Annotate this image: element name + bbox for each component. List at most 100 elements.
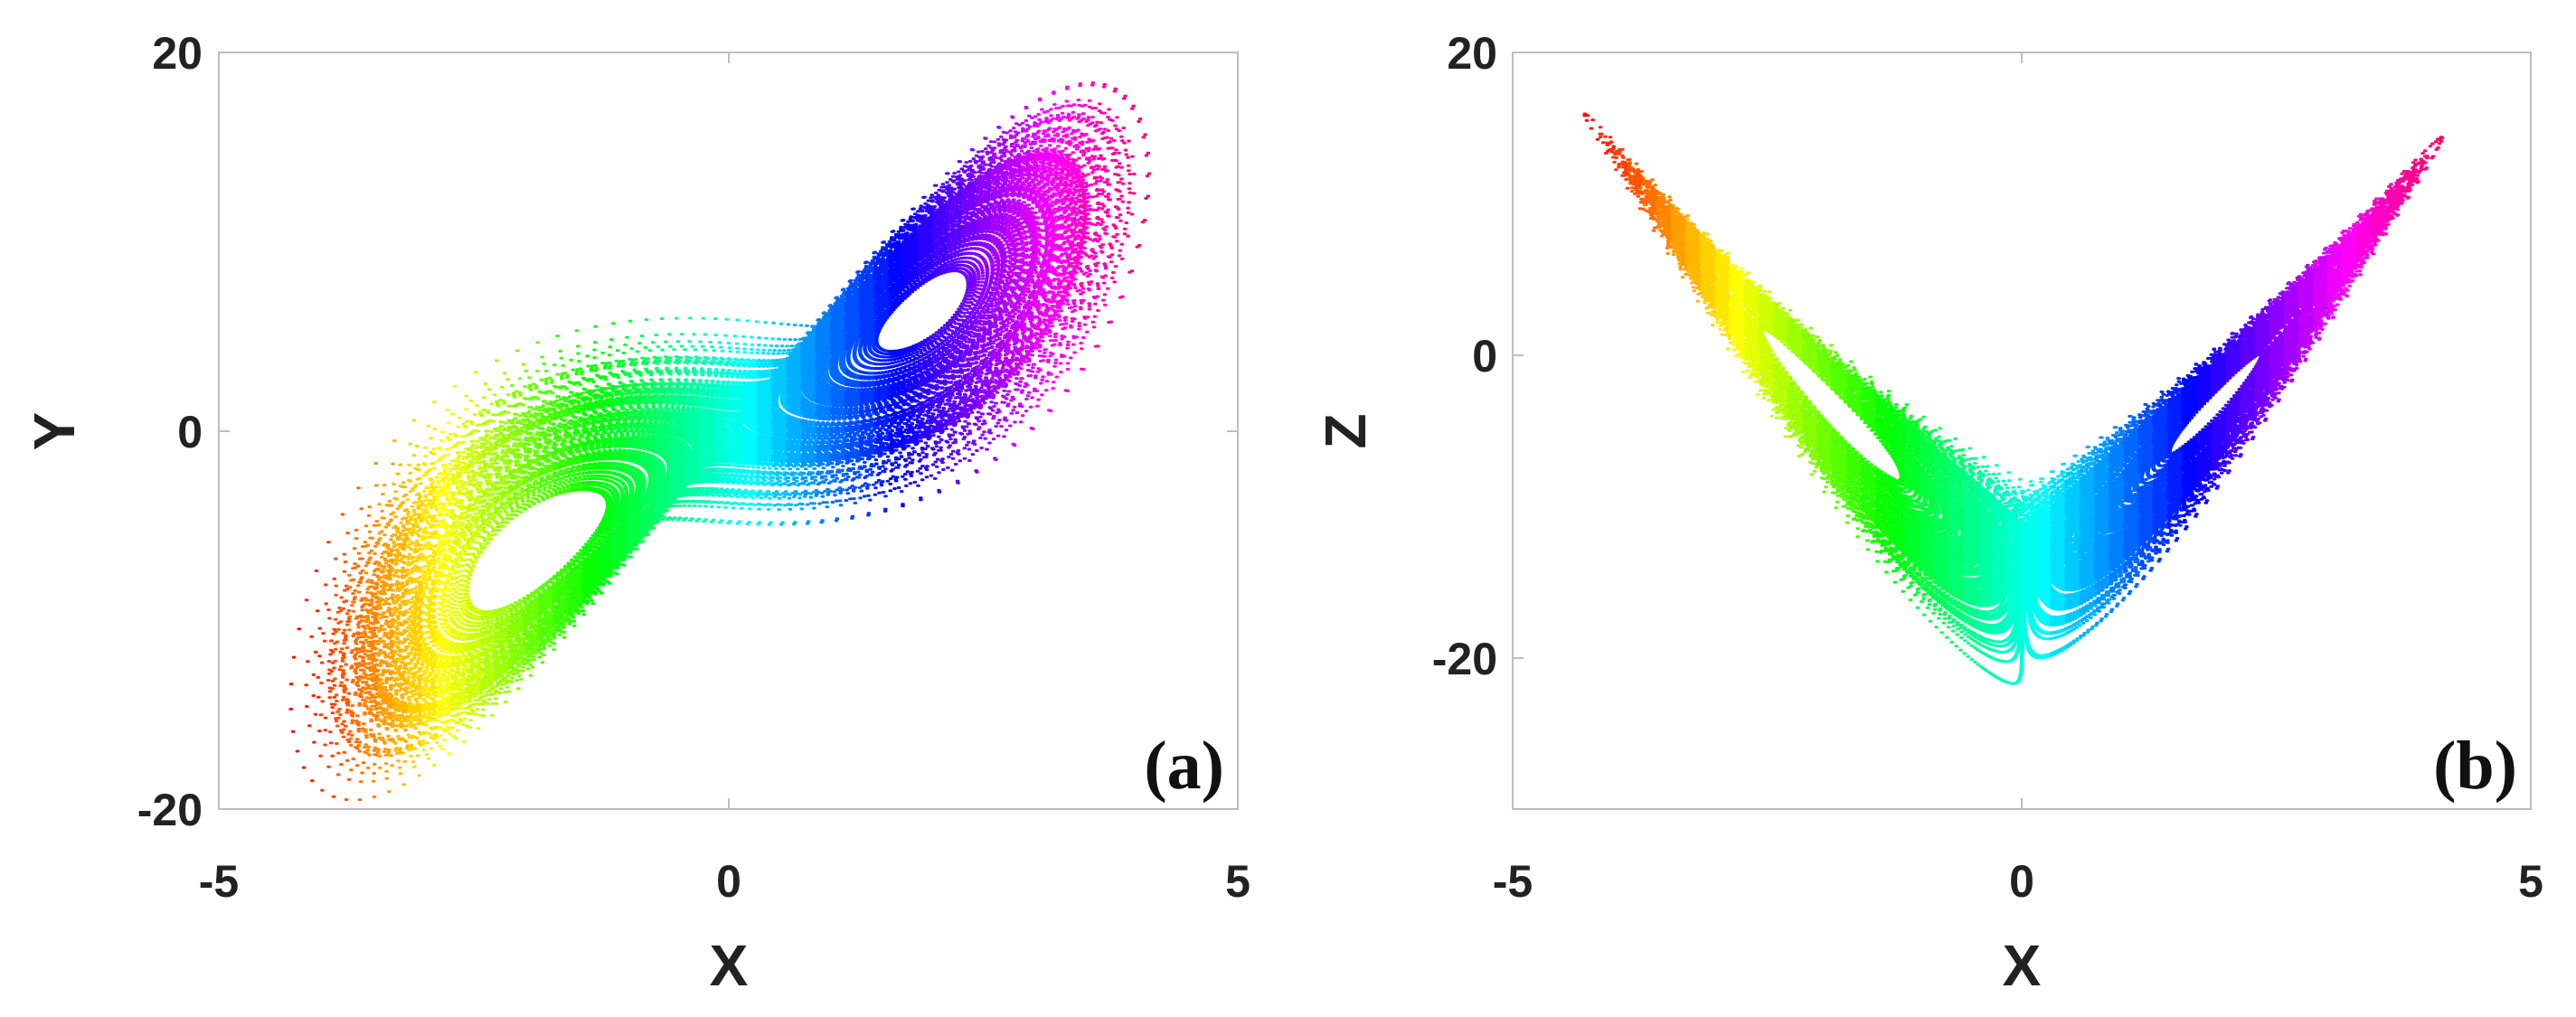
- trajectory-segment-a-35: [799, 324, 819, 525]
- trajectory-segment-a-52: [1048, 90, 1068, 413]
- trajectory-segment-b-46: [2253, 298, 2273, 426]
- trajectory-segment-a-13: [478, 382, 498, 718]
- trajectory-segment-b-58: [2430, 136, 2445, 160]
- trajectory-segment-b-28: [1991, 464, 2010, 684]
- x-axis-title-b: X: [2003, 933, 2042, 998]
- trajectory-segment-b-20: [1874, 390, 1893, 574]
- trajectory-segment-a-44: [931, 172, 950, 494]
- trajectory-segment-b-38: [2137, 401, 2156, 580]
- trajectory-segment-b-11: [1742, 271, 1762, 396]
- trajectory-segment-a-27: [683, 316, 703, 523]
- trajectory-segment-b-43: [2210, 343, 2229, 490]
- trajectory-segment-a-3: [333, 513, 352, 801]
- trajectory-segment-a-49: [1004, 115, 1024, 447]
- trajectory-segment-b-8: [1699, 231, 1719, 327]
- trajectory-segment-a-15: [507, 349, 527, 691]
- panel-label-a: (a): [1144, 728, 1224, 804]
- panel-a: -5 0 5 20 0 -20 X Y (a): [22, 28, 1250, 998]
- trajectory-segment-a-23: [624, 319, 644, 559]
- trajectory-segment-b-31: [2034, 470, 2054, 660]
- trajectory-segment-a-1: [304, 570, 323, 783]
- trajectory-segment-b-52: [2341, 221, 2361, 298]
- trajectory-segment-a-4: [347, 486, 366, 801]
- trajectory-segment-b-49: [2298, 260, 2317, 363]
- y-tick-label-a-3: -20: [137, 785, 203, 835]
- trajectory-segment-b-12: [1758, 284, 1777, 418]
- trajectory-segment-b-53: [2355, 207, 2375, 277]
- trajectory-segment-a-42: [901, 207, 921, 487]
- trajectory-segment-b-14: [1787, 308, 1806, 458]
- trajectory-segment-b-40: [2166, 377, 2185, 542]
- trajectory-segment-b-21: [1889, 403, 1908, 593]
- trajectory-segment-a-2: [318, 541, 337, 798]
- trajectory-segment-a-31: [741, 319, 760, 526]
- trajectory-segment-a-58: [1137, 118, 1152, 247]
- trajectory-segment-a-45: [946, 160, 965, 485]
- trajectory-segment-a-22: [609, 322, 629, 576]
- trajectory-segment-b-35: [2093, 436, 2112, 627]
- trajectory-segment-a-51: [1033, 97, 1052, 412]
- trajectory-segment-b-37: [2122, 415, 2142, 596]
- trajectory-segment-a-7: [391, 439, 410, 786]
- axes-frame-b: [1512, 52, 2532, 810]
- trajectory-segment-b-50: [2312, 246, 2331, 341]
- y-tick-label-b-1: 20: [1447, 28, 1497, 79]
- y-axis-title-a: Y: [22, 412, 87, 451]
- x-tick-label-a-3: 5: [1225, 856, 1250, 907]
- trajectory-segment-a-32: [756, 321, 776, 526]
- trajectory-segment-a-19: [566, 329, 585, 627]
- trajectory-segment-b-9: [1713, 249, 1733, 351]
- x-tick-label-a-1: -5: [199, 856, 239, 907]
- x-axis-title-a: X: [710, 933, 749, 998]
- trajectory-segment-b-32: [2049, 462, 2069, 657]
- trajectory-segment-b-17: [1830, 351, 1850, 524]
- trajectory-segment-b-5: [1656, 191, 1675, 255]
- trajectory-segment-a-46: [960, 148, 980, 474]
- trajectory-segment-b-15: [1801, 326, 1821, 476]
- trajectory-segment-b-44: [2224, 328, 2244, 475]
- trajectory-segment-b-16: [1816, 339, 1835, 494]
- x-tick-label-b-2: 0: [2009, 856, 2034, 907]
- trajectory-segment-a-0: [288, 627, 307, 769]
- trajectory-segment-b-47: [2268, 290, 2288, 407]
- trajectory-segment-b-10: [1728, 263, 1748, 374]
- trajectory-segment-b-2: [1612, 147, 1631, 190]
- trajectory-segment-a-14: [493, 359, 513, 705]
- trajectory-segment-b-29: [2005, 471, 2025, 685]
- plot-area-a: [288, 81, 1152, 801]
- trajectory-segment-a-17: [537, 355, 556, 664]
- trajectory-segment-b-18: [1845, 360, 1864, 539]
- trajectory-segment-a-29: [712, 317, 731, 525]
- trajectory-segment-b-0: [1582, 112, 1600, 141]
- trajectory-segment-a-16: [522, 341, 542, 677]
- trajectory-segment-b-3: [1626, 158, 1646, 211]
- trajectory-segment-a-41: [887, 219, 907, 508]
- trajectory-segment-a-12: [464, 371, 483, 730]
- trajectory-segment-a-39: [858, 250, 878, 517]
- trajectory-segment-a-6: [376, 462, 396, 794]
- plot-area-b: [1582, 112, 2445, 685]
- trajectory-segment-b-6: [1670, 204, 1689, 279]
- trajectory-segment-b-56: [2400, 158, 2419, 205]
- trajectory-segment-a-50: [1019, 106, 1038, 431]
- panel-label-b: (b): [2433, 728, 2517, 804]
- trajectory-segment-b-30: [2020, 480, 2040, 659]
- trajectory-segment-b-57: [2414, 145, 2433, 184]
- trajectory-segment-a-9: [420, 400, 439, 767]
- y-tick-label-b-2: 0: [1472, 331, 1497, 381]
- trajectory-segment-b-13: [1772, 302, 1791, 438]
- trajectory-segment-b-45: [2239, 315, 2259, 445]
- trajectory-segment-a-5: [362, 462, 381, 798]
- trajectory-segment-b-1: [1598, 126, 1616, 159]
- trajectory-segment-a-20: [580, 325, 600, 617]
- trajectory-segment-b-41: [2181, 363, 2200, 531]
- trajectory-segment-a-18: [552, 334, 571, 645]
- x-tick-label-a-2: 0: [716, 856, 741, 907]
- trajectory-segment-a-48: [989, 126, 1009, 461]
- trajectory-segment-a-34: [785, 323, 805, 526]
- trajectory-segment-a-53: [1062, 85, 1082, 392]
- trajectory-segment-b-4: [1641, 176, 1660, 232]
- trajectory-segment-a-10: [435, 409, 454, 756]
- y-tick-label-b-3: -20: [1432, 634, 1497, 684]
